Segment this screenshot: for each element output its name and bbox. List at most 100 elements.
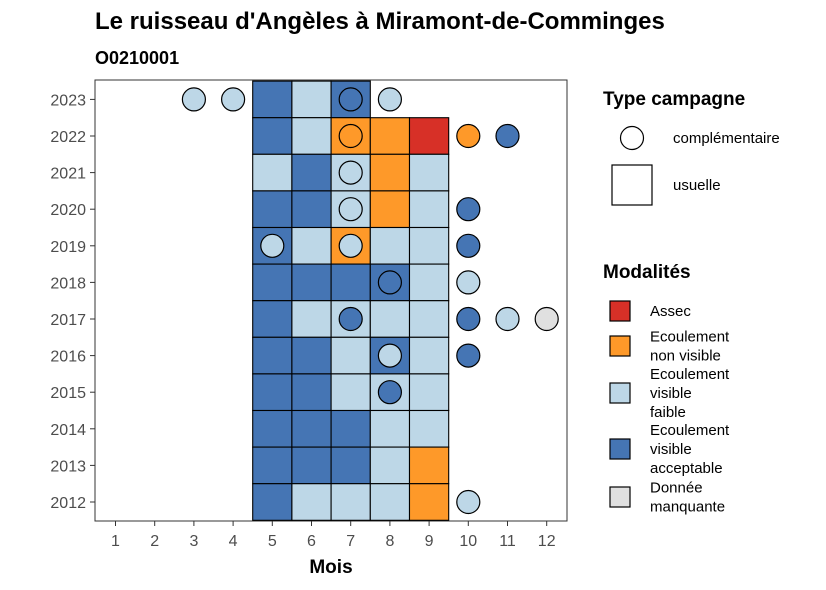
tile-2020-9 — [408, 190, 450, 229]
tile-2018-9 — [408, 263, 450, 302]
tile-2015-6 — [291, 373, 332, 412]
tile-2020-6 — [291, 190, 332, 229]
point-2020-7 — [338, 197, 363, 222]
point-2022-11 — [495, 123, 520, 149]
tile-2013-5 — [252, 446, 293, 485]
x-tick-label: 7 — [346, 533, 355, 550]
tile-2019-8 — [369, 226, 411, 265]
point-2019-5 — [260, 233, 285, 258]
tile-2022-6 — [291, 117, 332, 155]
point-2017-11 — [495, 306, 520, 332]
tile-2022-8 — [369, 117, 411, 155]
point-2022-7 — [338, 123, 363, 149]
y-tick-label: 2018 — [50, 275, 86, 292]
x-tick-label: 10 — [459, 533, 477, 550]
point-2023-4 — [221, 87, 246, 112]
tile-2013-7 — [330, 446, 371, 485]
legend-label-manquante: Donnée manquante — [650, 480, 725, 516]
legend-type-label: complémentaire — [673, 130, 780, 147]
x-tick-label: 12 — [538, 533, 556, 550]
tile-2018-7 — [330, 263, 371, 302]
tile-2013-6 — [291, 446, 332, 485]
tile-2017-5 — [252, 300, 293, 338]
x-axis-label: Mois — [309, 557, 352, 578]
legend-swatch-assec — [609, 300, 631, 322]
x-tick-label: 2 — [150, 533, 159, 550]
y-tick-label: 2012 — [50, 495, 86, 512]
point-2022-10 — [456, 123, 481, 149]
point-2012-10 — [456, 489, 481, 515]
tile-2012-7 — [330, 483, 371, 521]
legend-modalites-title: Modalités — [603, 262, 691, 283]
point-2017-10 — [456, 306, 481, 332]
tile-2023-6 — [291, 80, 332, 119]
y-tick-label: 2023 — [50, 92, 86, 109]
tile-2015-5 — [252, 373, 293, 412]
tile-2017-6 — [291, 300, 332, 338]
legend-label-non_visible: Ecoulement non visible — [650, 329, 730, 365]
x-tick-label: 9 — [425, 533, 434, 550]
tile-2014-9 — [408, 409, 450, 448]
legend-label-assec: Assec — [650, 303, 691, 320]
legend-type-campagne: Type campagne complémentaire usuelle — [603, 89, 780, 206]
legend-circle-key — [619, 125, 645, 151]
legend-swatch-manquante — [609, 486, 631, 508]
tile-2015-7 — [330, 373, 371, 412]
y-axis: 2012 2013 2014 2015 2016 2017 2018 2019 2020 2021… — [50, 92, 95, 512]
tile-2013-8 — [369, 446, 411, 485]
x-axis: 1 2 3 4 5 6 7 8 9 10 11 12 — [111, 521, 556, 550]
y-tick-label: 2020 — [50, 202, 86, 219]
tile-2016-5 — [252, 336, 293, 375]
point-2017-7 — [338, 306, 363, 332]
tile-2020-5 — [252, 190, 293, 229]
point-2020-10 — [456, 197, 481, 222]
tile-2019-7 — [330, 226, 371, 265]
point-2019-10 — [456, 233, 481, 258]
x-tick-label: 1 — [111, 533, 120, 550]
x-tick-label: 11 — [499, 533, 516, 550]
tile-2012-5 — [252, 483, 293, 521]
y-tick-label: 2013 — [50, 458, 86, 475]
legend-swatch-faible — [609, 382, 631, 404]
point-2023-3 — [181, 87, 206, 112]
x-tick-label: 5 — [268, 533, 277, 550]
y-tick-label: 2015 — [50, 385, 86, 402]
tile-2017-9 — [408, 300, 450, 338]
x-tick-label: 6 — [307, 533, 316, 550]
tile-2014-5 — [252, 409, 293, 448]
y-tick-label: 2017 — [50, 312, 86, 329]
tile-2016-9 — [408, 336, 450, 375]
point-2023-7 — [338, 87, 363, 112]
point-2015-8 — [377, 380, 402, 405]
y-tick-label: 2019 — [50, 239, 86, 256]
tile-2023-5 — [252, 80, 293, 119]
tile-2016-6 — [291, 336, 332, 375]
chart-title: Le ruisseau d'Angèles à Miramont-de-Comm… — [95, 8, 665, 35]
tile-2021-5 — [252, 153, 293, 192]
legend-label-faible: Ecoulement visible faible — [650, 366, 730, 421]
x-tick-label: 3 — [189, 533, 198, 550]
tile-2021-9 — [408, 153, 450, 192]
y-tick-label: 2022 — [50, 129, 86, 146]
tile-2012-9 — [408, 483, 450, 521]
point-2018-8 — [377, 270, 402, 295]
tile-2018-6 — [291, 263, 332, 302]
point-2023-8 — [377, 87, 402, 112]
x-tick-label: 4 — [229, 533, 238, 550]
legend-type-title: Type campagne — [603, 89, 745, 110]
y-tick-label: 2014 — [50, 422, 86, 439]
chart-subtitle: O0210001 — [95, 48, 179, 68]
x-tick-label: 8 — [385, 533, 394, 550]
tile-2017-8 — [369, 300, 411, 338]
y-tick-label: 2021 — [50, 166, 86, 183]
tile-2014-7 — [330, 409, 371, 448]
tile-2020-8 — [369, 190, 411, 229]
y-tick-label: 2016 — [50, 349, 86, 366]
tile-2015-9 — [408, 373, 450, 412]
legend-modalites: Modalités Assec Ecoulement non visibleEcoul… — [603, 262, 730, 516]
tile-2021-6 — [291, 153, 332, 192]
tile-2021-8 — [369, 153, 411, 192]
point-2016-8 — [377, 343, 402, 368]
point-2021-7 — [338, 160, 363, 185]
tile-2014-8 — [369, 409, 411, 448]
